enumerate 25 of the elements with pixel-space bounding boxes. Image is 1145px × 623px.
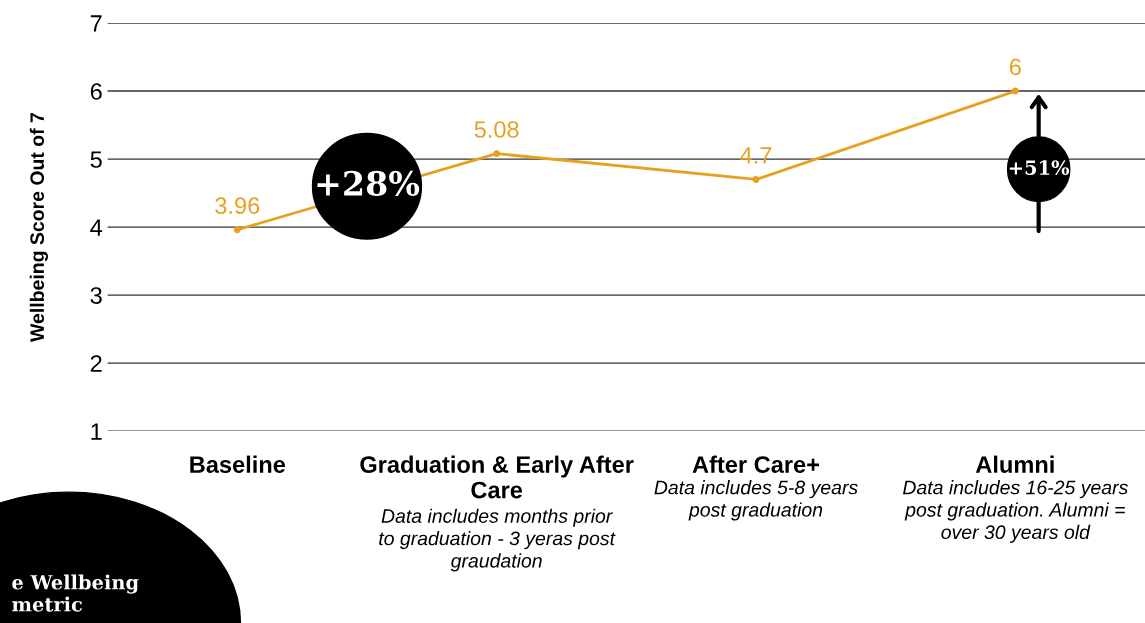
y-tick-label: 2 bbox=[90, 355, 102, 372]
y-tick-label: 6 bbox=[90, 83, 102, 100]
x-tick-label: Baseline bbox=[190, 455, 286, 473]
y-axis-title: Wellbeing Score Out of 7 bbox=[29, 113, 48, 342]
data-label: 6 bbox=[1009, 58, 1021, 76]
point bbox=[752, 176, 760, 183]
text: Data includes months prior to graduation - 3 yeras post graudation bbox=[379, 508, 616, 572]
data-label: 3.96 bbox=[215, 197, 260, 215]
x-tick-label: Alumni bbox=[975, 455, 1054, 473]
text: e Wellbeing metric bbox=[12, 574, 139, 612]
point bbox=[233, 226, 241, 234]
y-tick-label: 3 bbox=[90, 287, 102, 304]
y-tick-label: 4 bbox=[90, 219, 103, 236]
point bbox=[493, 150, 501, 158]
y-tick-label: 7 bbox=[90, 15, 102, 32]
point bbox=[1011, 87, 1019, 95]
text: Data includes 16-25 years post graduation. Alumni = over 30 years old bbox=[902, 480, 1128, 543]
data-label: 5.08 bbox=[474, 121, 519, 138]
annotation: +28% bbox=[317, 170, 420, 196]
x-tick-label: After Care+ bbox=[692, 455, 819, 473]
text: Data includes 5-8 years post graduation bbox=[654, 480, 858, 521]
annotation: +51% bbox=[1009, 160, 1070, 175]
y-tick-label: 5 bbox=[90, 151, 102, 168]
x-tick-label: Graduation & Early After Care bbox=[360, 455, 634, 499]
y-tick-label: 1 bbox=[91, 423, 102, 440]
